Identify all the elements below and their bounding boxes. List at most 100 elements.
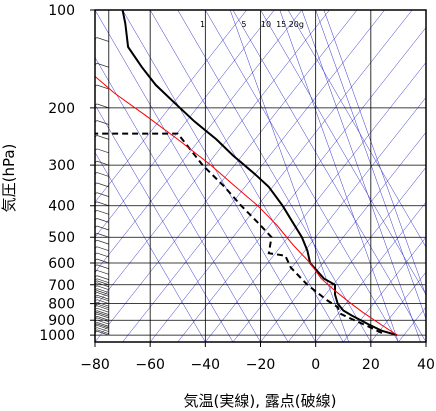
wind-barb — [96, 275, 109, 280]
wind-barb — [96, 120, 109, 125]
adiabat-line — [95, 56, 261, 342]
grid-lines — [95, 10, 426, 342]
wind-barb — [96, 258, 109, 264]
adiabat-line — [122, 10, 316, 342]
isotherm-line — [260, 131, 426, 342]
wind-barb — [96, 305, 109, 310]
adiabat-line — [232, 10, 426, 342]
mixing-ratio-label: 15 — [276, 20, 286, 29]
isotherm-line — [205, 62, 426, 342]
wind-barb — [96, 317, 109, 323]
wind-barb — [96, 103, 109, 109]
isotherm-line — [177, 27, 426, 342]
adiabat-line — [95, 10, 289, 342]
adiabat-line — [287, 10, 426, 248]
x-tick-label: −80 — [80, 357, 110, 373]
wind-barb — [96, 327, 109, 332]
wind-barb — [96, 301, 109, 307]
wind-barb — [96, 292, 109, 297]
isotherm-line — [122, 10, 385, 342]
x-tick-label: −20 — [246, 357, 276, 373]
isotherm-line — [343, 236, 426, 342]
wind-barb — [96, 288, 109, 293]
isotherm-line — [315, 201, 426, 342]
isotherm-line — [149, 10, 413, 342]
x-tick-label: −60 — [135, 357, 165, 373]
mixing-ratio-label: 20g — [289, 20, 304, 29]
isotherm-line — [398, 306, 426, 342]
wind-barb — [96, 135, 109, 140]
wind-barb — [96, 269, 109, 275]
wind-barb — [96, 311, 109, 317]
wind-barb — [96, 313, 109, 319]
dewpoint-line — [95, 132, 383, 334]
wind-barb — [96, 218, 109, 223]
wind-barb — [96, 280, 109, 286]
wind-barb — [96, 319, 109, 325]
x-tick-label: 20 — [362, 357, 380, 373]
isotherm-line — [95, 10, 275, 238]
y-tick-label: 600 — [48, 256, 75, 272]
y-tick-label: 100 — [48, 3, 75, 19]
y-tick-label: 400 — [48, 199, 75, 215]
mixing-ratio-line — [315, 10, 426, 320]
wind-barb — [96, 315, 109, 321]
wind-barb — [96, 329, 109, 335]
wind-barb — [96, 209, 109, 215]
wind-barb — [96, 303, 109, 309]
x-axis-ticks: −80 −60 −40 −20 0 20 40 — [80, 342, 435, 373]
wind-barb — [96, 252, 109, 258]
wind-barb — [96, 172, 109, 177]
isotherm-line — [95, 10, 330, 308]
isotherm-line — [287, 166, 426, 342]
wind-barb — [96, 225, 109, 231]
x-tick-label: 0 — [311, 357, 320, 373]
wind-barb — [96, 239, 109, 245]
wind-barb — [96, 182, 109, 188]
wind-barb — [96, 290, 109, 295]
wind-barb-flag — [94, 6, 97, 9]
wind-barb — [96, 285, 109, 291]
x-axis-title: 気温(実線), 露点(破線) — [184, 392, 337, 410]
wind-barb — [96, 325, 109, 330]
x-tick-label: −40 — [191, 357, 221, 373]
y-tick-label: 1000 — [39, 328, 75, 344]
mixing-ratio-line — [279, 10, 399, 342]
wind-barb — [96, 310, 109, 315]
wind-barb — [96, 299, 109, 304]
y-axis-title: 気圧(hPa) — [0, 144, 18, 213]
y-tick-label: 300 — [48, 158, 75, 174]
wind-barb — [96, 84, 109, 90]
y-tick-label: 700 — [48, 278, 75, 294]
adiabat-line — [95, 104, 234, 342]
wind-barb — [96, 282, 109, 288]
parcel-line — [95, 75, 398, 336]
mixing-ratio-line — [301, 10, 421, 342]
wind-barb — [96, 294, 109, 300]
isotherm-line — [95, 10, 247, 203]
wind-barb — [96, 264, 109, 270]
adiabat-line — [205, 10, 399, 342]
isotherm-line — [425, 341, 426, 342]
y-tick-label: 200 — [48, 101, 75, 117]
temperature-line — [121, 10, 398, 337]
profile-series — [95, 10, 398, 337]
wind-barb — [96, 307, 109, 313]
adiabat-line — [260, 10, 426, 296]
isotherm-line — [232, 96, 426, 342]
isotherm-line — [95, 10, 358, 342]
y-tick-label: 500 — [48, 230, 75, 246]
wind-barb-column — [94, 6, 110, 336]
x-tick-label: 40 — [417, 357, 435, 373]
mixing-ratio-line — [229, 10, 350, 342]
mixing-ratio-label: 10 — [261, 20, 271, 29]
wind-barb — [96, 192, 109, 197]
y-tick-label: 900 — [48, 313, 75, 329]
y-tick-label: 800 — [48, 297, 75, 313]
adiabat-line — [149, 10, 344, 342]
wind-barb — [96, 148, 109, 154]
wind-barb — [96, 62, 109, 68]
wind-barb — [96, 160, 109, 166]
